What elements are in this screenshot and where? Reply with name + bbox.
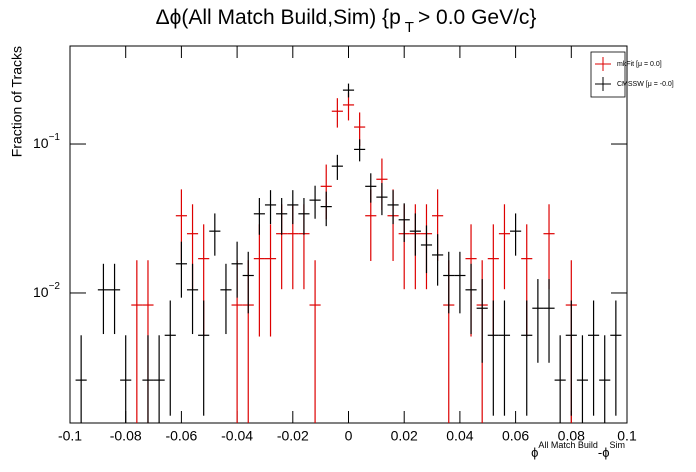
x-tick-label: -0.1 [58, 428, 82, 444]
x-axis-label: ϕAll Match Build-ϕSim [531, 440, 625, 460]
legend-box [590, 51, 626, 98]
y-axis-label: Fraction of Tracks [9, 46, 25, 157]
y-tick-exponent: −1 [49, 132, 61, 143]
x-tick-label: -0.08 [110, 428, 142, 444]
x-tick-label: 0.02 [391, 428, 418, 444]
x-tick-label: -0.02 [277, 428, 309, 444]
title-subscript: T [405, 19, 414, 36]
legend-label: CMSSW [μ = -0.0] [617, 81, 674, 88]
chart-title: Δϕ(All Match Build,Sim) {p T > 0.0 GeV/c} [156, 6, 537, 36]
x-label-sup: All Match Build [538, 440, 598, 450]
x-tick-label: 0.1 [617, 428, 637, 444]
y-tick-label: 10−2 [33, 281, 60, 300]
x-tick-label: 0.04 [446, 428, 473, 444]
x-tick-label: -0.04 [221, 428, 253, 444]
x-tick-label: 0 [345, 428, 353, 444]
title-main: Δϕ(All Match Build,Sim) {p [156, 6, 401, 29]
x-tick-label: 0.06 [502, 428, 529, 444]
x-label-part: -ϕ [598, 445, 610, 460]
title-end: > 0.0 GeV/c} [418, 6, 537, 29]
x-tick-label: -0.06 [165, 428, 197, 444]
legend-label: mkFit [μ = 0.0] [617, 61, 662, 68]
y-tick-exponent: −2 [49, 281, 61, 292]
y-tick-base: 10 [33, 284, 49, 300]
x-label-part: ϕ [531, 445, 538, 460]
y-tick-label: 10−1 [33, 132, 60, 151]
y-tick-base: 10 [33, 135, 49, 151]
x-tick-label: 0.08 [558, 428, 585, 444]
x-label-sup: Sim [610, 440, 626, 450]
